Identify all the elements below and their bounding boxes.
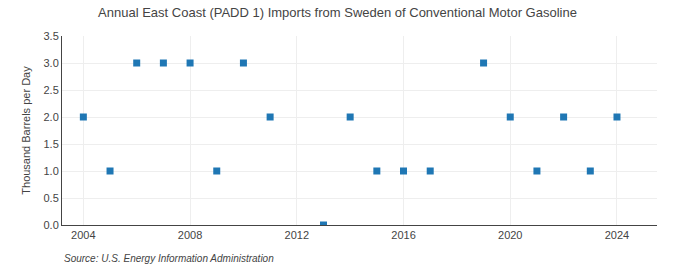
svg-text:2020: 2020 bbox=[498, 229, 522, 241]
svg-text:3.5: 3.5 bbox=[44, 30, 59, 42]
svg-text:2024: 2024 bbox=[605, 229, 629, 241]
svg-text:2004: 2004 bbox=[71, 229, 95, 241]
svg-text:2012: 2012 bbox=[285, 229, 309, 241]
svg-text:3.0: 3.0 bbox=[44, 57, 59, 69]
svg-text:1.0: 1.0 bbox=[44, 165, 59, 177]
svg-text:Source: U.S. Energy Informatio: Source: U.S. Energy Information Administ… bbox=[64, 253, 274, 264]
svg-text:0.5: 0.5 bbox=[44, 192, 59, 204]
svg-text:2.0: 2.0 bbox=[44, 111, 59, 123]
svg-text:2008: 2008 bbox=[178, 229, 202, 241]
svg-text:Thousand Barrels per Day: Thousand Barrels per Day bbox=[20, 66, 32, 195]
svg-text:0.0: 0.0 bbox=[44, 219, 59, 231]
svg-text:Annual East Coast (PADD 1) Imp: Annual East Coast (PADD 1) Imports from … bbox=[98, 5, 577, 20]
svg-text:2.5: 2.5 bbox=[44, 84, 59, 96]
svg-text:2016: 2016 bbox=[391, 229, 415, 241]
svg-text:1.5: 1.5 bbox=[44, 138, 59, 150]
